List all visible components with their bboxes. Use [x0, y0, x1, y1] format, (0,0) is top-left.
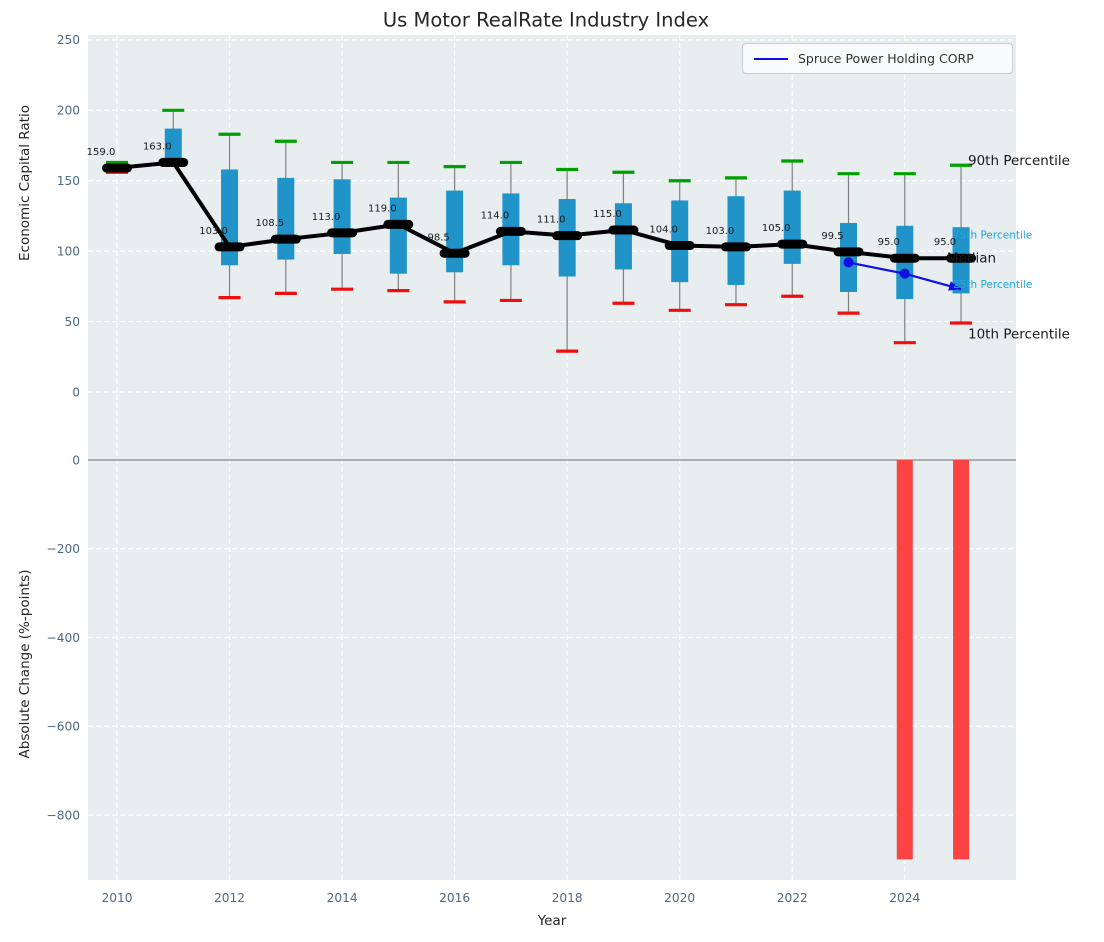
- top-y-tick-label: 150: [57, 174, 80, 188]
- median-label-2013: 108.5: [255, 218, 284, 229]
- iqr-box-2019: [614, 203, 632, 270]
- median-label-2020: 104.0: [649, 225, 678, 236]
- median-label-2023: 99.5: [821, 231, 843, 242]
- median-marker-2014: [327, 228, 358, 238]
- median-marker-2016: [439, 248, 470, 258]
- median-label-2022: 105.0: [762, 223, 791, 234]
- change-bar-2025: [953, 460, 970, 860]
- median-label-2025: 95.0: [934, 237, 956, 248]
- median-label-2018: 111.0: [537, 215, 566, 226]
- iqr-box-2015: [389, 197, 407, 274]
- median-marker-2011: [158, 157, 189, 167]
- company-marker-2023: [843, 257, 854, 268]
- bottom-y-tick-label: −200: [47, 542, 80, 556]
- median-label-2014: 113.0: [312, 212, 341, 223]
- plot-background: [88, 35, 1016, 880]
- bottom-y-tick-label: −800: [47, 808, 80, 822]
- median-label-2017: 114.0: [481, 210, 510, 221]
- top-y-tick-label: 0: [72, 385, 80, 399]
- median-label-2015: 119.0: [368, 203, 397, 214]
- annotation-75th-percentile: 75th Percentile: [953, 229, 1032, 241]
- top-y-axis-label: Economic Capital Ratio: [17, 105, 33, 261]
- legend: Spruce Power Holding CORP: [742, 43, 1013, 74]
- bottom-y-tick-label: −600: [47, 720, 80, 734]
- bottom-y-tick-label: 0: [72, 453, 80, 467]
- x-tick-label: 2022: [777, 891, 808, 905]
- top-y-tick-label: 50: [64, 315, 80, 329]
- median-marker-2022: [777, 239, 808, 249]
- bottom-y-axis-label: Absolute Change (%-points): [17, 569, 33, 759]
- median-label-2012: 103.0: [199, 226, 228, 237]
- annotation-median: Median: [947, 250, 996, 266]
- median-marker-2024: [889, 253, 920, 263]
- median-marker-2015: [383, 219, 414, 229]
- median-label-2011: 163.0: [143, 141, 172, 152]
- median-marker-2021: [720, 242, 751, 252]
- legend-label: Spruce Power Holding CORP: [798, 51, 974, 66]
- x-tick-label: 2012: [214, 891, 245, 905]
- x-tick-label: 2016: [439, 891, 470, 905]
- x-tick-label: 2010: [101, 891, 132, 905]
- x-tick-label: 2020: [664, 891, 695, 905]
- iqr-box-2011: [164, 128, 182, 163]
- annotation-10th-percentile: 10th Percentile: [968, 326, 1070, 342]
- change-bar-2024: [896, 460, 913, 860]
- median-label-2024: 95.0: [878, 237, 900, 248]
- median-label-2021: 103.0: [706, 226, 735, 237]
- median-marker-2025: [946, 253, 977, 263]
- median-marker-2012: [214, 242, 245, 252]
- iqr-box-2021: [727, 196, 745, 285]
- x-tick-label: 2024: [889, 891, 920, 905]
- median-line: [116, 160, 962, 261]
- chart-title: Us Motor RealRate Industry Index: [382, 8, 710, 32]
- median-marker-2010: [102, 163, 132, 173]
- bottom-y-tick-label: −400: [47, 631, 80, 645]
- median-label-2010: 159.0: [87, 147, 116, 158]
- top-y-tick-label: 100: [57, 244, 80, 258]
- median-marker-2020: [664, 241, 695, 251]
- x-tick-label: 2014: [327, 891, 358, 905]
- x-tick-label: 2018: [552, 891, 583, 905]
- median-marker-2018: [552, 231, 583, 241]
- median-label-2019: 115.0: [593, 209, 622, 220]
- annotation-90th-percentile: 90th Percentile: [968, 153, 1070, 169]
- company-marker-2024: [899, 268, 910, 279]
- median-marker-2013: [270, 234, 301, 244]
- median-marker-2023: [833, 247, 864, 257]
- top-y-tick-label: 200: [57, 104, 80, 118]
- median-label-2016: 98.5: [427, 232, 449, 243]
- company-arrowhead: [948, 281, 962, 291]
- legend-line-sample: [754, 57, 788, 60]
- annotation-25th-percentile: 25th Percentile: [953, 279, 1032, 291]
- median-marker-2019: [608, 225, 639, 235]
- median-marker-2017: [495, 226, 526, 236]
- x-axis-label: Year: [537, 913, 567, 929]
- top-y-tick-label: 250: [57, 33, 80, 47]
